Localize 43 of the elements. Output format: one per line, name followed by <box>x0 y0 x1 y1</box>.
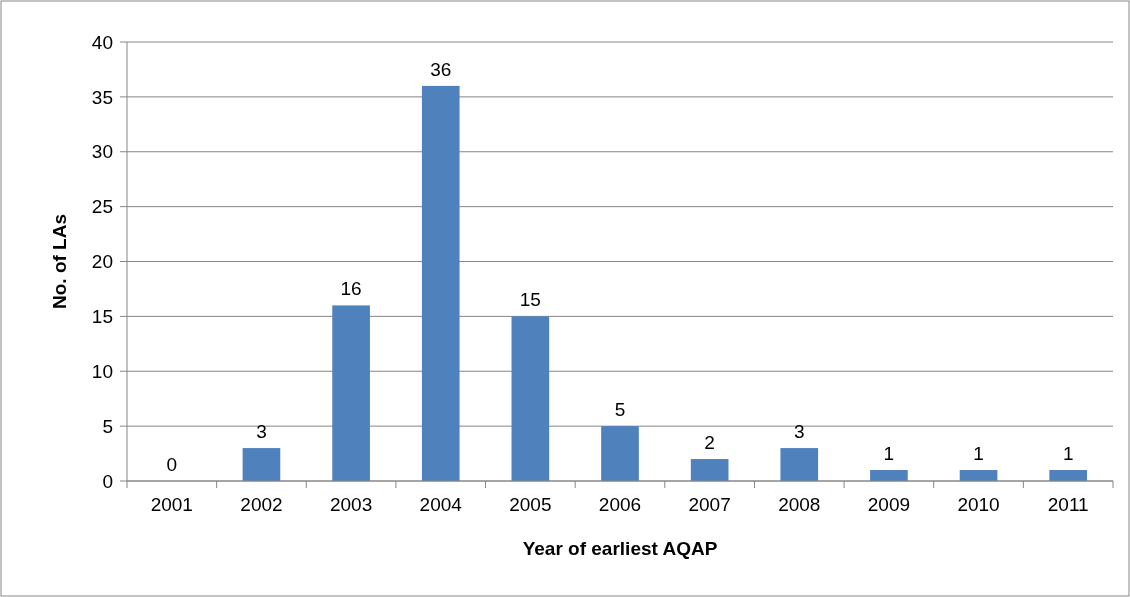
x-tick-label: 2008 <box>778 494 821 515</box>
bar <box>690 459 729 481</box>
data-label: 16 <box>340 278 362 300</box>
bar <box>421 85 460 481</box>
x-tick-label: 2006 <box>598 494 642 515</box>
y-tick-label: 5 <box>102 415 113 437</box>
x-axis-title: Year of earliest AQAP <box>522 538 718 559</box>
bar <box>601 426 639 481</box>
x-tick-label: 2007 <box>688 494 731 515</box>
y-tick-label: 25 <box>91 196 113 218</box>
x-tick-label: 2004 <box>419 494 463 515</box>
data-label: 2 <box>704 432 715 454</box>
bar <box>959 470 998 481</box>
y-axis-title: No. of LAs <box>49 214 70 309</box>
x-tick-label: 2009 <box>867 494 911 515</box>
x-tick-label: 2002 <box>240 494 283 515</box>
y-tick-label: 10 <box>91 360 113 382</box>
bar <box>332 305 370 481</box>
y-tick-label: 20 <box>91 251 113 273</box>
data-label: 1 <box>973 443 984 465</box>
x-tick-label: 2010 <box>957 494 1000 515</box>
data-label: 1 <box>1062 443 1074 465</box>
data-label: 36 <box>430 58 452 80</box>
data-label: 3 <box>256 421 267 443</box>
data-label: 5 <box>614 399 626 421</box>
y-tick-label: 15 <box>91 306 113 328</box>
bar <box>870 470 908 481</box>
y-tick-label: 40 <box>91 31 113 53</box>
y-tick-label: 30 <box>91 141 113 163</box>
bar <box>780 448 819 481</box>
bar <box>1049 470 1088 481</box>
data-label: 1 <box>883 443 895 465</box>
data-label: 3 <box>793 421 805 443</box>
y-tick-label: 0 <box>102 470 113 492</box>
bar <box>242 448 281 481</box>
x-tick-label: 2001 <box>150 494 193 515</box>
x-tick-label: 2011 <box>1047 494 1089 515</box>
x-tick-label: 2003 <box>329 494 373 515</box>
bar <box>511 316 550 481</box>
y-tick-label: 35 <box>91 86 113 108</box>
data-label: 0 <box>166 454 178 475</box>
data-label: 15 <box>519 289 541 311</box>
x-tick-label: 2005 <box>509 494 552 515</box>
